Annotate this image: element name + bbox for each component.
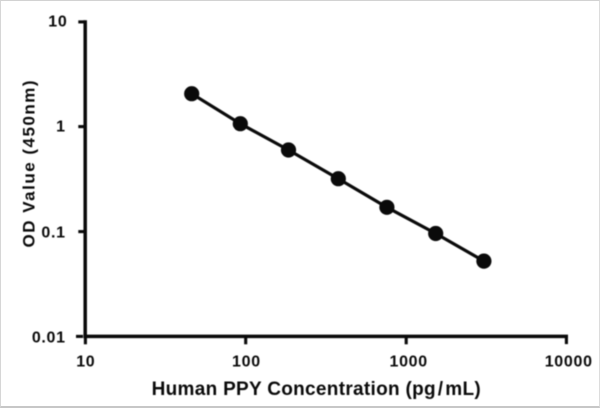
svg-text:OD Value (450nm): OD Value (450nm) — [20, 79, 39, 248]
svg-text:0.1: 0.1 — [41, 224, 65, 241]
svg-text:1: 1 — [56, 119, 66, 136]
svg-text:10000: 10000 — [545, 353, 593, 370]
svg-text:100: 100 — [232, 353, 261, 370]
svg-text:10: 10 — [76, 353, 95, 370]
svg-text:1000: 1000 — [389, 353, 427, 370]
svg-text:Human PPY Concentration (pg /: Human PPY Concentration (pg / mL) — [152, 379, 481, 400]
svg-text:10: 10 — [48, 14, 67, 31]
svg-text:0.01: 0.01 — [32, 329, 66, 346]
